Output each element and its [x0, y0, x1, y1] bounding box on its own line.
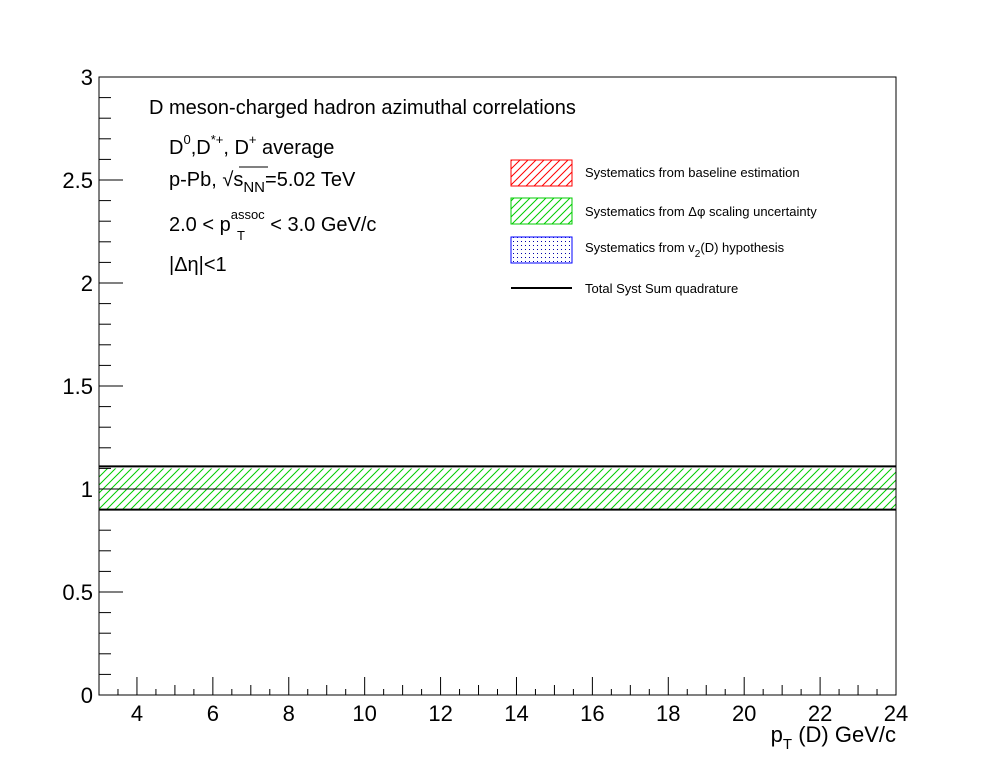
y-tick-label: 1 — [81, 477, 93, 502]
x-tick-label: 4 — [131, 701, 143, 726]
chart-annotation-title: D meson-charged hadron azimuthal correla… — [149, 97, 576, 119]
x-tick-label: 12 — [428, 701, 452, 726]
x-axis: 4 6 8 10 12 14 16 18 20 22 24 — [98, 677, 908, 726]
y-tick-label: 1.5 — [62, 374, 93, 399]
y-tick-label: 0.5 — [62, 580, 93, 605]
data-bands — [99, 465, 896, 511]
x-tick-label: 24 — [884, 701, 908, 726]
chart-annotation-eta: |Δη|<1 — [169, 254, 227, 276]
chart-annotation-assoc: 2.0 < passoc < 3.0 GeV/c — [169, 207, 376, 236]
y-axis: 0 0.5 1 1.5 2 2.5 3 — [62, 65, 123, 708]
chart-annotation-species: D0,D*+, D+ average — [169, 132, 334, 159]
x-tick-label: 8 — [283, 701, 295, 726]
legend-label-v2: Systematics from v2(D) hypothesis — [585, 240, 785, 260]
legend-label-baseline: Systematics from baseline estimation — [585, 165, 800, 180]
x-axis-title: pT (D) GeV/c — [771, 722, 896, 753]
y-tick-label: 0 — [81, 683, 93, 708]
legend-swatch-v2 — [510, 236, 573, 264]
x-tick-label: 16 — [580, 701, 604, 726]
legend-swatch-scaling — [510, 197, 573, 225]
y-tick-label: 3 — [81, 65, 93, 90]
legend-swatch-baseline — [510, 159, 573, 187]
x-tick-label: 22 — [808, 701, 832, 726]
x-tick-label: 10 — [352, 701, 376, 726]
legend-label-total: Total Syst Sum quadrature — [585, 281, 738, 296]
chart-annotation-system: p-Pb, √sNN=5.02 TeV — [169, 169, 356, 196]
legend-label-scaling: Systematics from Δφ scaling uncertainty — [585, 204, 817, 219]
x-tick-label: 18 — [656, 701, 680, 726]
chart-annotation-assoc-sub: T — [237, 228, 245, 243]
x-tick-label: 6 — [207, 701, 219, 726]
x-tick-label: 20 — [732, 701, 756, 726]
legend: Systematics from baseline estimation Sys… — [510, 159, 817, 296]
y-tick-label: 2 — [81, 271, 93, 296]
y-tick-label: 2.5 — [62, 168, 93, 193]
x-tick-label: 14 — [504, 701, 528, 726]
